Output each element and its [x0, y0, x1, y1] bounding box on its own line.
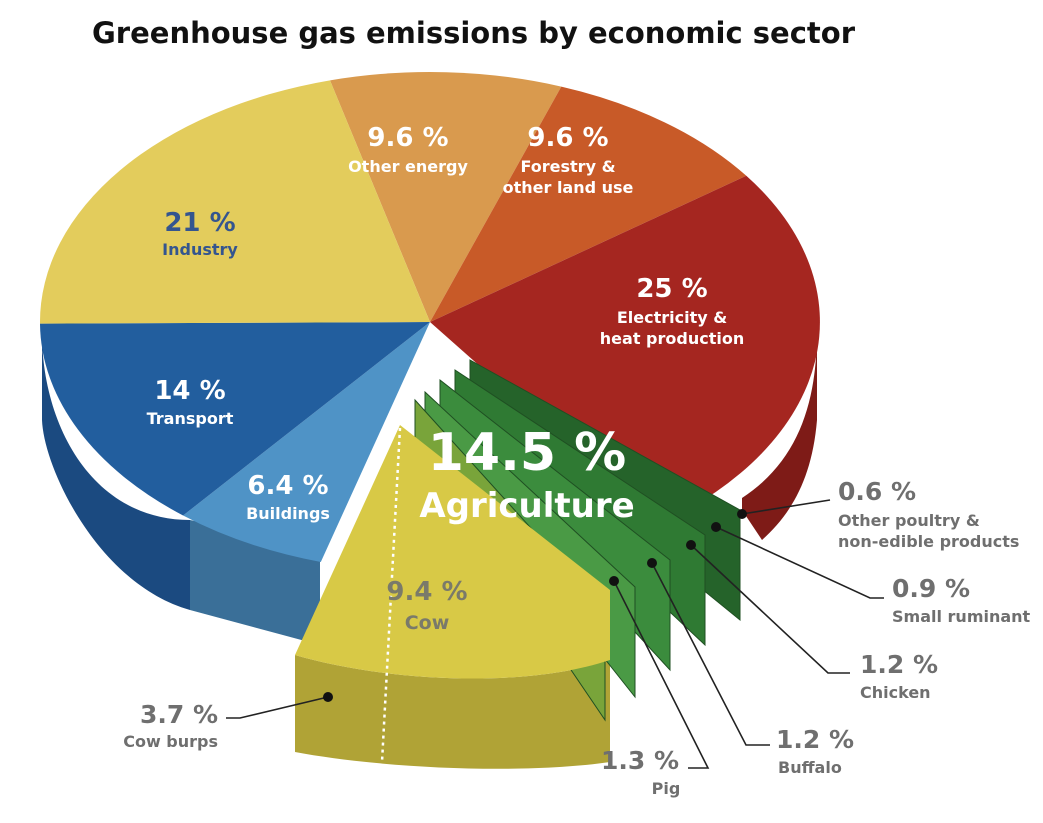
other-energy-pct: 9.6 %: [367, 123, 448, 153]
forestry-pct: 9.6 %: [527, 123, 608, 153]
pig-pct: 1.3 %: [601, 746, 679, 775]
small-ruminant-marker: [711, 522, 721, 532]
buildings-label: Buildings: [246, 504, 330, 523]
transport-slice: [40, 322, 430, 516]
pie-slices: [39, 72, 820, 562]
buffalo-label: Buffalo: [778, 758, 842, 777]
buildings-slice: [183, 322, 430, 562]
small-ruminant-leader: [715, 526, 884, 599]
agriculture-breakdown-fins: [414, 359, 741, 722]
chicken-marker: [686, 540, 696, 550]
industry-pct: 21 %: [164, 208, 235, 238]
slice-labels: 9.6 % Other energy 9.6 % Forestry & other…: [147, 123, 745, 634]
cow-slice-wall: [295, 655, 610, 769]
cow-label: Cow: [405, 612, 450, 634]
buildings-pct: 6.4 %: [247, 471, 328, 501]
pig-label: Pig: [652, 779, 681, 798]
buffalo-pct: 1.2 %: [776, 725, 854, 754]
agriculture-label: Agriculture: [419, 486, 634, 526]
industry-slice: [39, 80, 431, 324]
small-ruminant-label: Small ruminant: [892, 607, 1031, 626]
transport-label: Transport: [147, 409, 234, 428]
cow-burps-pct: 3.7 %: [140, 700, 218, 729]
other-poultry-marker: [737, 509, 747, 519]
electricity-slice-wall: [742, 330, 817, 540]
cow-pct: 9.4 %: [386, 577, 467, 607]
chart-title: Greenhouse gas emissions by economic sec…: [92, 16, 856, 50]
cow-burps-label: Cow burps: [123, 732, 218, 751]
callout-labels: 0.6 % Other poultry & non-edible products…: [123, 477, 1030, 798]
other-energy-slice: [330, 72, 562, 323]
other-poultry-leader: [741, 499, 831, 515]
agriculture-pct: 14.5 %: [428, 423, 627, 483]
cow-burps-marker: [323, 692, 333, 702]
buffalo-marker: [647, 558, 657, 568]
pig-marker: [609, 576, 619, 586]
pig-leader: [613, 580, 710, 769]
transport-pct: 14 %: [154, 376, 225, 406]
electricity-label: Electricity & heat production: [600, 308, 744, 348]
electricity-slice: [430, 175, 820, 525]
other-poultry-pct: 0.6 %: [838, 477, 916, 506]
buffalo-leader: [651, 562, 770, 746]
small-ruminant-pct: 0.9 %: [892, 574, 970, 603]
forestry-label: Forestry & other land use: [503, 157, 634, 197]
chicken-label: Chicken: [860, 683, 931, 702]
cow-slice: [295, 425, 610, 679]
transport-slice-wall: [42, 338, 190, 610]
chicken-pct: 1.2 %: [860, 650, 938, 679]
industry-label: Industry: [162, 240, 238, 259]
forestry-slice: [430, 86, 747, 322]
electricity-pct: 25 %: [636, 274, 707, 304]
chicken-leader: [690, 544, 850, 674]
other-energy-label: Other energy: [348, 157, 468, 176]
cow-burps-leader: [226, 696, 329, 719]
other-poultry-label: Other poultry & non-edible products: [838, 511, 1019, 551]
